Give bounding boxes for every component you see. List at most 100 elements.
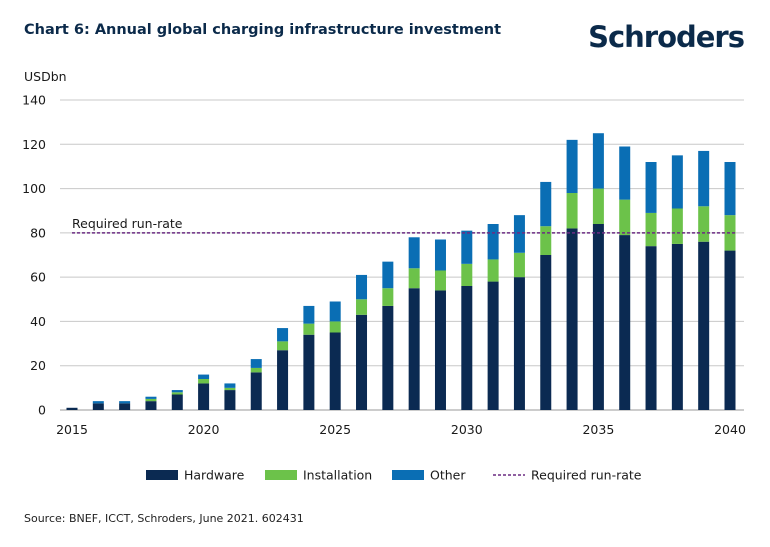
bar-segment-other: [566, 139, 578, 193]
bar-segment-installation: [303, 323, 315, 335]
bar-segment-other: [461, 230, 473, 264]
bar-segment-other: [382, 261, 394, 289]
bar-segment-other: [513, 215, 525, 253]
bar-segment-installation: [619, 199, 631, 236]
legend-swatch-hardware: [146, 470, 178, 480]
bar-segment-installation: [408, 268, 420, 289]
bar-segment-installation: [461, 263, 473, 286]
legend-swatch-installation: [265, 470, 297, 480]
bar-segment-installation: [645, 212, 657, 247]
bar-segment-hardware: [119, 403, 131, 410]
required-run-rate-label: Required run-rate: [72, 216, 183, 231]
bar-segment-other: [92, 401, 104, 404]
bar-segment-installation: [171, 392, 183, 395]
bar-segment-hardware: [145, 401, 157, 410]
bar-segment-installation: [698, 206, 710, 242]
bar-segment-hardware: [198, 383, 210, 410]
bar-segment-hardware: [698, 241, 710, 410]
bar-segment-hardware: [724, 250, 736, 410]
bar-segment-installation: [592, 188, 604, 224]
bar-segment-other: [119, 401, 131, 404]
y-tick-label: 60: [30, 270, 46, 285]
y-tick-label: 40: [30, 314, 46, 329]
bar-segment-hardware: [250, 372, 262, 410]
y-axis-unit-label: USDbn: [24, 69, 67, 84]
bar-segment-installation: [250, 367, 262, 373]
y-tick-label: 140: [22, 93, 46, 108]
bar-segment-hardware: [303, 334, 315, 410]
bar-segment-installation: [434, 270, 446, 291]
bar-segment-installation: [198, 379, 210, 384]
bar-segment-hardware: [329, 332, 341, 410]
bars: [66, 133, 736, 410]
bar-segment-installation: [277, 341, 289, 351]
bar-segment-installation: [329, 321, 341, 333]
x-tick-label: 2015: [56, 422, 88, 437]
y-tick-label: 80: [30, 225, 46, 240]
bar-segment-other: [592, 133, 604, 189]
legend-label: Hardware: [184, 468, 245, 483]
bar-segment-installation: [382, 288, 394, 306]
bar-segment-hardware: [645, 246, 657, 410]
legend-swatch-other: [392, 470, 424, 480]
bar-segment-hardware: [66, 407, 78, 410]
bar-segment-installation: [566, 193, 578, 229]
x-tick-label: 2025: [319, 422, 351, 437]
bar-segment-hardware: [277, 350, 289, 410]
bar-segment-hardware: [92, 403, 104, 410]
bar-segment-other: [277, 328, 289, 342]
bar-segment-other: [487, 224, 499, 260]
bar-segment-hardware: [382, 305, 394, 410]
bar-segment-other: [224, 383, 236, 388]
y-tick-label: 100: [22, 181, 46, 196]
bar-segment-installation: [540, 226, 552, 255]
bar-segment-other: [671, 155, 683, 209]
legend: Hardware Installation Other Required run-ra…: [146, 468, 642, 483]
bar-segment-other: [329, 301, 341, 322]
bar-segment-hardware: [566, 228, 578, 410]
x-tick-label: 2035: [582, 422, 614, 437]
bar-segment-hardware: [619, 235, 631, 410]
bar-segment-other: [540, 181, 552, 227]
bar-segment-other: [171, 390, 183, 393]
bar-segment-other: [303, 305, 315, 324]
bar-segment-other: [645, 162, 657, 213]
x-tick-label: 2040: [714, 422, 746, 437]
y-tick-label: 120: [22, 137, 46, 152]
x-tick-labels: 2015 2020 2025 2030 2035 2040: [56, 422, 746, 437]
bar-segment-hardware: [461, 286, 473, 410]
reference-line-group: Required run-rate: [72, 216, 736, 234]
bar-segment-other: [198, 374, 210, 379]
bar-segment-other: [698, 150, 710, 207]
bar-segment-installation: [145, 398, 157, 402]
legend-label: Other: [430, 468, 466, 483]
bar-segment-hardware: [356, 314, 368, 410]
bar-segment-hardware: [224, 390, 236, 410]
bar-segment-hardware: [487, 281, 499, 410]
bar-segment-hardware: [671, 243, 683, 410]
bar-segment-hardware: [513, 277, 525, 410]
bar-segment-installation: [671, 208, 683, 244]
bar-segment-other: [356, 274, 368, 300]
legend-label: Installation: [303, 468, 372, 483]
y-tick-label: 0: [38, 403, 46, 418]
bar-segment-hardware: [171, 394, 183, 410]
bar-segment-hardware: [540, 255, 552, 410]
bar-segment-other: [145, 396, 157, 399]
x-tick-label: 2020: [188, 422, 220, 437]
bar-segment-other: [724, 162, 736, 216]
bar-segment-other: [408, 237, 420, 269]
legend-label: Required run-rate: [531, 468, 642, 483]
bar-segment-hardware: [408, 288, 420, 410]
y-tick-labels: 0 20 40 60 80 100 120 140: [22, 93, 46, 418]
bar-segment-other: [619, 146, 631, 200]
gridlines: [60, 99, 744, 411]
bar-segment-installation: [513, 252, 525, 278]
bar-segment-hardware: [592, 224, 604, 410]
schroders-logo: Schroders: [588, 20, 745, 54]
y-tick-label: 20: [30, 358, 46, 373]
bar-segment-other: [250, 359, 262, 368]
bar-segment-installation: [356, 299, 368, 315]
bar-segment-installation: [487, 259, 499, 282]
